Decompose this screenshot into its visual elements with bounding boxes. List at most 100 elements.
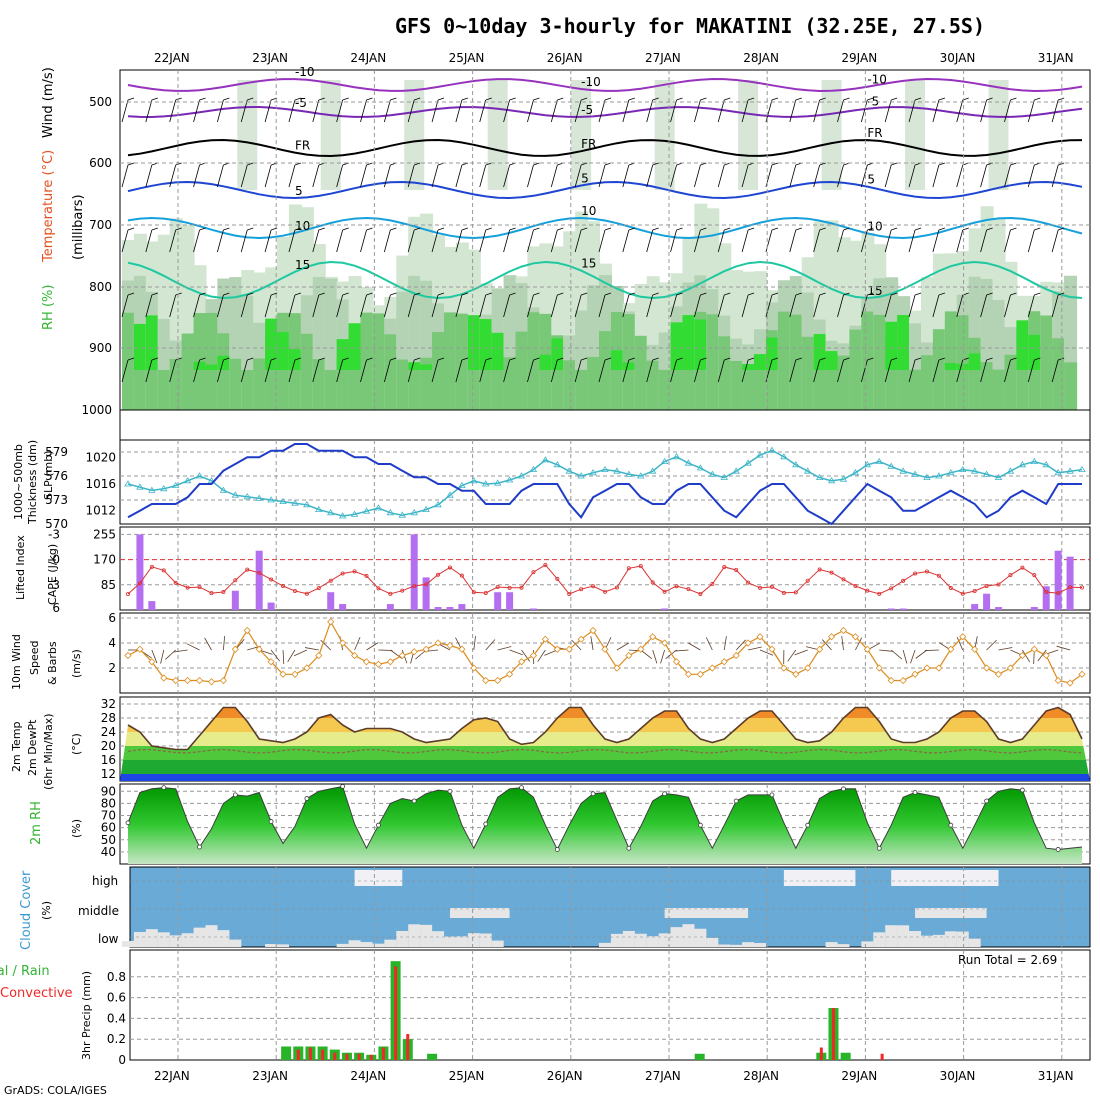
wind10-barb xyxy=(998,647,1013,651)
rh-band xyxy=(408,362,422,370)
wind-barb-flag xyxy=(461,292,469,296)
wind10-barb xyxy=(890,649,903,660)
wind-barb-flag xyxy=(485,227,492,231)
wind-barb-flag xyxy=(938,227,946,231)
rh-band xyxy=(825,369,839,410)
wind-barb xyxy=(455,359,463,383)
cloud-low xyxy=(861,941,874,947)
cape-bar xyxy=(1066,556,1074,610)
wind-barb xyxy=(1051,164,1059,188)
thickness-point xyxy=(541,456,550,463)
wind-barb xyxy=(288,164,296,188)
y-tick-label: 3 xyxy=(52,578,60,592)
wind-barb xyxy=(431,229,439,253)
wind-barb xyxy=(884,229,892,253)
precip-convective-bar xyxy=(819,1047,823,1060)
wind-barb xyxy=(217,294,224,318)
wind-barb xyxy=(813,99,821,123)
cloud-low xyxy=(455,936,468,947)
wind-barb-flag xyxy=(891,292,898,296)
wind-barb-flag xyxy=(294,227,302,231)
wind10-point xyxy=(887,676,895,685)
wind10-barb xyxy=(223,636,226,651)
wind-barb xyxy=(312,294,320,318)
li-point xyxy=(555,576,560,581)
wind10-barb xyxy=(924,649,939,651)
wind10-point xyxy=(1030,645,1038,653)
cloud-level-middle: middle xyxy=(78,904,119,918)
temp-band xyxy=(120,774,1090,781)
wind-barb-flag xyxy=(1058,227,1065,231)
wind-barb-flag xyxy=(557,227,564,231)
rh-band xyxy=(1028,334,1042,370)
y-tick-label: 60 xyxy=(101,821,116,835)
y-tick-label: 0 xyxy=(118,1053,126,1067)
wind10-point xyxy=(362,658,371,666)
wind-barb xyxy=(407,99,415,123)
thickness-point xyxy=(720,473,728,480)
wind-barb xyxy=(789,229,797,253)
cape-bars xyxy=(136,534,1074,610)
wind-barb-flag xyxy=(437,357,445,361)
rh-band xyxy=(730,361,744,410)
thickness-point xyxy=(959,465,967,472)
bottom-date-label: 29JAN xyxy=(841,1069,877,1083)
li-point xyxy=(662,589,667,594)
wind-barb xyxy=(1027,229,1035,253)
wind10-point xyxy=(446,641,454,650)
thickness-point xyxy=(303,501,311,508)
wind-barb xyxy=(383,294,391,318)
rh2m-point xyxy=(376,822,381,828)
wind-barb-flag xyxy=(604,227,612,231)
li-point xyxy=(948,586,953,591)
rh-band xyxy=(420,364,434,370)
wind-barb-flag xyxy=(199,357,206,361)
rh-band xyxy=(253,358,267,410)
contour-label: 15 xyxy=(867,284,882,298)
wind-barb xyxy=(407,164,415,188)
wind-barb xyxy=(312,164,320,188)
wind-barb xyxy=(837,294,844,318)
wind10-point xyxy=(243,626,251,635)
rh-band xyxy=(968,353,982,370)
wind10-barb xyxy=(616,642,630,651)
rh-band xyxy=(169,358,183,410)
contour-label: -5 xyxy=(295,96,307,110)
wind10-point xyxy=(1006,664,1015,672)
wind-barb-flag xyxy=(366,292,373,296)
wind-barb-flag xyxy=(175,162,182,166)
wind10-point xyxy=(935,664,943,672)
top-date-label: 27JAN xyxy=(645,51,681,65)
wind-barb xyxy=(479,164,487,188)
wind-barb-flag xyxy=(747,227,755,231)
wind-barb-flag xyxy=(938,162,946,166)
wind-barb-flag xyxy=(891,162,898,166)
li-line xyxy=(127,564,1083,595)
wind-barb xyxy=(932,359,940,383)
wind-barb-flag xyxy=(724,97,731,101)
wind-barb-flag xyxy=(533,292,540,296)
wind-barb-flag xyxy=(199,227,206,231)
wind10-point xyxy=(875,664,883,672)
wind-barb xyxy=(407,229,415,253)
wind-barb xyxy=(121,99,129,123)
wind-barb xyxy=(765,294,773,318)
contour-label: -10 xyxy=(295,65,315,79)
wind-barb xyxy=(431,359,439,383)
wind-barb xyxy=(503,359,510,383)
wind-barb xyxy=(884,164,892,188)
wind-barb xyxy=(622,294,630,318)
wind-barb-flag xyxy=(342,357,349,361)
y-tick-label: 255 xyxy=(93,527,116,541)
cloud-low xyxy=(205,925,218,947)
rh2m-point xyxy=(411,798,417,804)
contour-label: 15 xyxy=(581,257,596,271)
wind-barb xyxy=(694,294,701,318)
wind-barb-flag xyxy=(533,162,540,166)
wind-barb-flag xyxy=(294,97,302,101)
rh2m-point xyxy=(519,785,524,791)
rh-band xyxy=(300,333,314,410)
cloud-high xyxy=(783,870,856,886)
li-point xyxy=(805,578,810,583)
wind-barb-flag xyxy=(867,97,874,101)
